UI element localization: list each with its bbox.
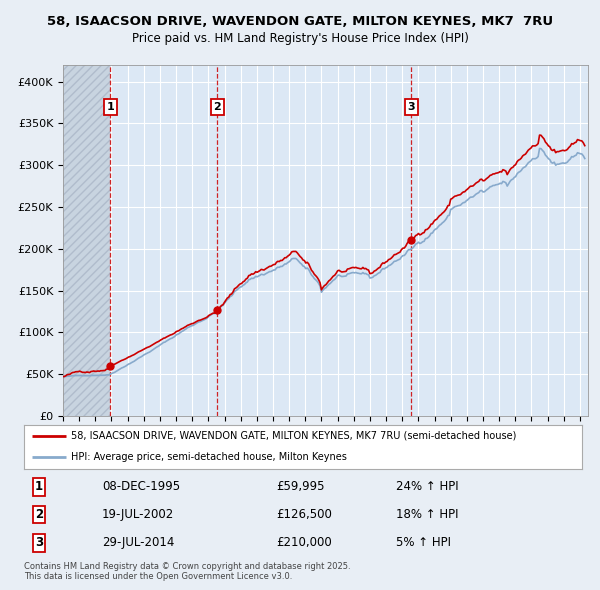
Text: 58, ISAACSON DRIVE, WAVENDON GATE, MILTON KEYNES, MK7  7RU: 58, ISAACSON DRIVE, WAVENDON GATE, MILTO… [47,15,553,28]
Text: 2: 2 [35,508,43,521]
Text: £59,995: £59,995 [276,480,325,493]
Text: Contains HM Land Registry data © Crown copyright and database right 2025.
This d: Contains HM Land Registry data © Crown c… [24,562,350,581]
Text: 29-JUL-2014: 29-JUL-2014 [102,536,175,549]
Text: 3: 3 [35,536,43,549]
Text: 19-JUL-2002: 19-JUL-2002 [102,508,174,521]
Text: 58, ISAACSON DRIVE, WAVENDON GATE, MILTON KEYNES, MK7 7RU (semi-detached house): 58, ISAACSON DRIVE, WAVENDON GATE, MILTO… [71,431,517,441]
Text: 3: 3 [407,102,415,112]
Text: 18% ↑ HPI: 18% ↑ HPI [396,508,458,521]
Text: 08-DEC-1995: 08-DEC-1995 [102,480,180,493]
Text: 1: 1 [107,102,115,112]
Text: £210,000: £210,000 [276,536,332,549]
Text: Price paid vs. HM Land Registry's House Price Index (HPI): Price paid vs. HM Land Registry's House … [131,32,469,45]
Text: 5% ↑ HPI: 5% ↑ HPI [396,536,451,549]
Text: 1: 1 [35,480,43,493]
Text: 24% ↑ HPI: 24% ↑ HPI [396,480,458,493]
Text: 2: 2 [214,102,221,112]
Text: HPI: Average price, semi-detached house, Milton Keynes: HPI: Average price, semi-detached house,… [71,452,347,461]
Text: £126,500: £126,500 [276,508,332,521]
Bar [63,65,110,416]
